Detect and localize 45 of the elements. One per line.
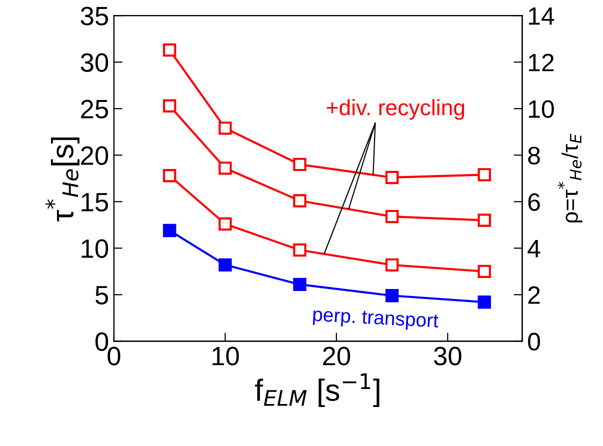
point <box>385 258 399 272</box>
y2-tick-label: 12 <box>528 54 554 72</box>
y-tick-label: 35 <box>80 6 108 26</box>
point <box>478 214 491 227</box>
y-tick-label: 25 <box>81 100 108 118</box>
y2-tick-label: 10 <box>528 100 554 118</box>
y-tick-label: 30 <box>80 53 108 72</box>
x-tick-label: 20 <box>323 346 350 366</box>
y-tick-label: 20 <box>81 146 108 165</box>
y2-tick-label: 14 <box>528 7 554 25</box>
point <box>162 224 176 238</box>
point <box>162 169 176 182</box>
point <box>218 217 232 231</box>
y2-tick-label: 2 <box>528 286 540 304</box>
x-tick-label: 10 <box>212 346 239 366</box>
y-tick-label: 5 <box>95 286 108 304</box>
x-axis-title: f$_{ELM}$ [s$^{−1}$] <box>254 373 380 408</box>
point <box>218 162 232 175</box>
y2-tick-label: 8 <box>528 146 540 164</box>
point <box>478 168 491 182</box>
point <box>218 258 232 272</box>
x-tick-label: 30 <box>434 346 462 366</box>
y-tick-label: 0 <box>95 332 108 352</box>
point <box>293 158 306 172</box>
annotation: +div. recycling <box>326 99 464 120</box>
x-tick-label: 0 <box>108 346 120 366</box>
annotation: perp. transport <box>312 308 439 332</box>
y-tick-label: 10 <box>82 239 108 258</box>
point <box>218 122 232 135</box>
point <box>385 289 399 302</box>
y2-axis-title: ρ=τ$^{*}$$_{He}$/τ$_{E}$ <box>558 134 582 222</box>
point <box>293 194 306 208</box>
point <box>293 243 306 257</box>
point <box>478 264 491 278</box>
y2-tick-label: 0 <box>528 332 540 350</box>
point <box>162 43 176 57</box>
y-axis-title: τ$^{*}$$_{He}$[s] <box>46 137 80 222</box>
y2-tick-label: 4 <box>528 240 540 258</box>
point <box>385 170 399 184</box>
point <box>293 278 306 292</box>
point <box>478 296 491 309</box>
point <box>385 210 399 224</box>
point <box>162 99 176 112</box>
y-tick-label: 15 <box>82 193 108 212</box>
y2-tick-label: 6 <box>528 193 540 211</box>
